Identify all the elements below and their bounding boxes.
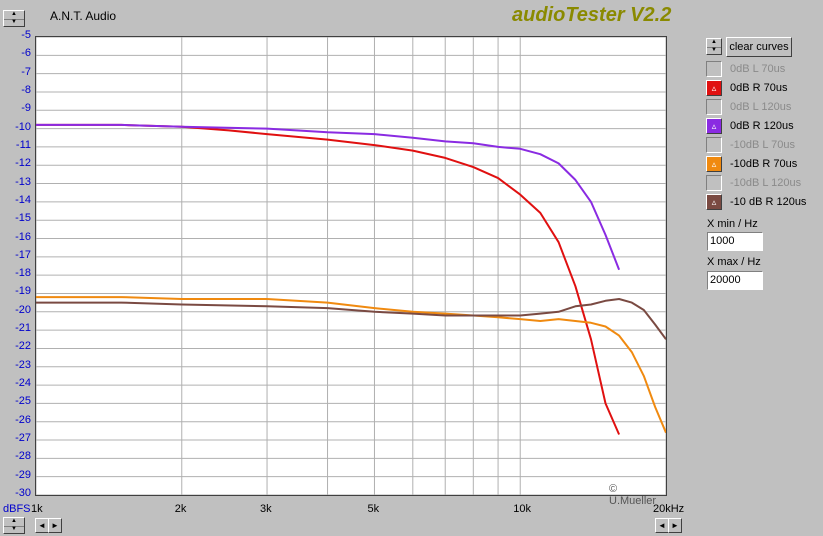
chart-svg — [36, 37, 666, 495]
y-tick-label: -27 — [15, 432, 31, 445]
y-tick-label: -20 — [15, 303, 31, 316]
curve-toggle-checkbox[interactable]: ▵ — [706, 118, 722, 134]
y-tick-label: -28 — [15, 450, 31, 463]
scroll-right-button[interactable]: ► — [668, 518, 682, 533]
y-tick-label: -22 — [15, 340, 31, 353]
legend-label: 0dB L 120us — [730, 101, 792, 113]
spin-up-icon[interactable]: ▲ — [4, 518, 24, 527]
scroll-left-button[interactable]: ◄ — [655, 518, 669, 533]
y-tick-label: -7 — [21, 65, 31, 78]
series-line — [36, 123, 621, 435]
y-tick-label: -6 — [21, 47, 31, 60]
series-line — [36, 296, 666, 434]
app-title: audioTester V2.2 — [512, 4, 672, 26]
legend-label: 0dB R 120us — [730, 120, 794, 132]
curve-toggle-checkbox[interactable] — [706, 61, 722, 77]
scroll-right-button[interactable]: ► — [48, 518, 62, 533]
legend-label: -10dB L 120us — [730, 177, 802, 189]
y-tick-label: -8 — [21, 83, 31, 96]
series-line — [36, 123, 621, 271]
x-tick-label: 2k — [174, 503, 187, 515]
brand-label: A.N.T. Audio — [50, 9, 117, 23]
y-tick-label: -21 — [15, 322, 31, 335]
y-tick-label: -29 — [15, 468, 31, 481]
y-axis-label: dBFS — [3, 503, 31, 515]
y-tick-label: -26 — [15, 413, 31, 426]
y-tick-label: -13 — [15, 175, 31, 188]
legend-label: -10dB R 70us — [730, 158, 798, 170]
spin-up-icon[interactable]: ▲ — [707, 39, 721, 48]
spin-down-icon[interactable]: ▼ — [11, 18, 17, 25]
y-tick-label: -14 — [15, 193, 31, 206]
plot-area: © U.Mueller — [35, 36, 667, 507]
panel-spinner[interactable]: ▲ ▼ — [706, 38, 722, 55]
spin-up-icon[interactable]: ▲ — [4, 11, 24, 20]
curve-toggle-checkbox[interactable] — [706, 99, 722, 115]
y-tick-label: -11 — [15, 138, 31, 151]
clear-curves-button[interactable]: clear curves — [726, 37, 792, 57]
curve-toggle-checkbox[interactable]: ▵ — [706, 156, 722, 172]
x-tick-label: 5k — [367, 503, 380, 515]
y-tick-label: -24 — [15, 377, 31, 390]
y-tick-label: -17 — [15, 248, 31, 261]
y-tick-label: -5 — [21, 29, 31, 41]
legend-label: -10 dB R 120us — [730, 196, 807, 208]
x-tick-label: 10k — [513, 503, 531, 515]
legend-label: -10dB L 70us — [730, 139, 796, 151]
y-tick-label: -19 — [15, 285, 31, 298]
y-tick-label: -25 — [15, 395, 31, 408]
xmin-label: X min / Hz — [707, 218, 758, 230]
x-range-spinner[interactable]: ▲ ▼ — [3, 517, 25, 534]
y-tick-label: -12 — [15, 157, 31, 170]
xmax-field[interactable]: 20000 — [707, 271, 763, 290]
x-tick-label: 20kHz — [653, 503, 685, 515]
x-tick-label: 1k — [31, 503, 43, 515]
curve-toggle-checkbox[interactable]: ▵ — [706, 80, 722, 96]
x-tick-label: 3k — [260, 503, 272, 515]
y-tick-label: -15 — [15, 212, 31, 225]
series-line — [36, 298, 666, 340]
legend-label: 0dB R 70us — [730, 82, 788, 94]
spin-down-icon[interactable]: ▼ — [711, 46, 717, 53]
y-range-spinner[interactable]: ▲ ▼ — [3, 10, 25, 27]
curve-toggle-checkbox[interactable] — [706, 175, 722, 191]
y-tick-label: -23 — [15, 358, 31, 371]
scroll-left-button[interactable]: ◄ — [35, 518, 49, 533]
xmax-label: X max / Hz — [707, 256, 761, 268]
curve-toggle-checkbox[interactable] — [706, 137, 722, 153]
spin-down-icon[interactable]: ▼ — [11, 525, 17, 532]
xmin-field[interactable]: 1000 — [707, 232, 763, 251]
copyright-label: © U.Mueller — [609, 483, 657, 507]
y-tick-label: -30 — [15, 487, 31, 499]
curve-toggle-checkbox[interactable]: ▵ — [706, 194, 722, 210]
legend-label: 0dB L 70us — [730, 63, 786, 75]
y-tick-label: -16 — [15, 230, 31, 243]
y-tick-label: -18 — [15, 267, 31, 280]
y-tick-label: -10 — [15, 120, 31, 133]
y-tick-label: -9 — [21, 102, 31, 115]
